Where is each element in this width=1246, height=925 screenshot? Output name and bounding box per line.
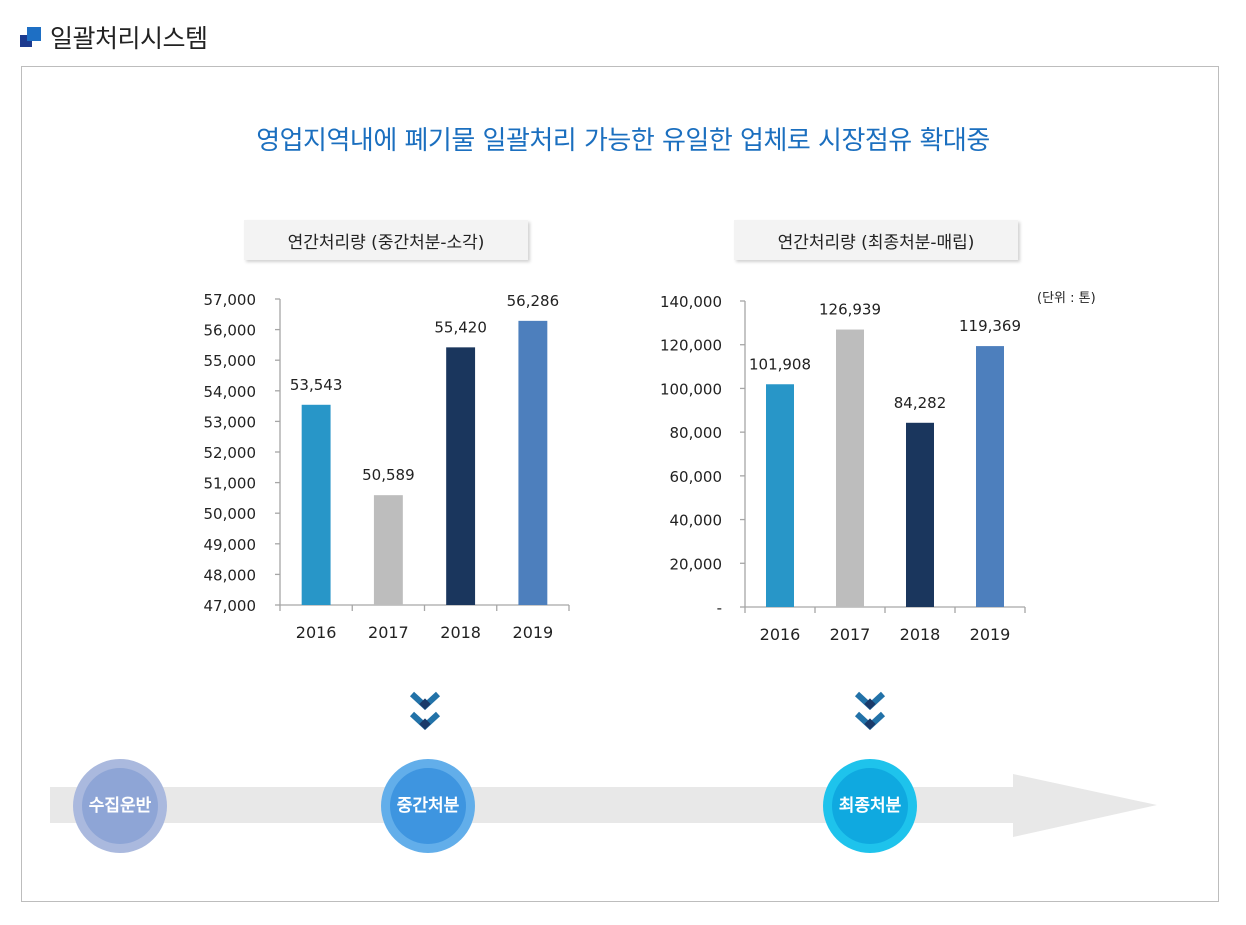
y-tick-label: 60,000 (670, 468, 723, 486)
bar-2016 (301, 404, 331, 605)
content-panel (21, 66, 1219, 902)
flow-stage-line1: 최종 (838, 796, 870, 816)
bar-2017 (373, 495, 403, 605)
x-tick-label: 2016 (760, 625, 801, 644)
flow-stage-line1: 중간 (396, 796, 428, 816)
y-tick-label: 20,000 (670, 555, 723, 573)
flow-stage: 최종 처분 (823, 759, 917, 853)
y-tick-label: 55,000 (204, 352, 257, 370)
data-label: 55,420 (434, 318, 487, 336)
chevron-down-icon (854, 691, 886, 731)
y-tick-label: 80,000 (670, 424, 723, 442)
x-tick-label: 2017 (368, 623, 409, 642)
y-tick-label: 100,000 (660, 380, 722, 398)
chart-title-landfill: 연간처리량 (최종처분-매립) (734, 220, 1018, 260)
flow-stage-label: 최종 처분 (832, 768, 908, 844)
x-tick-label: 2017 (830, 625, 871, 644)
unit-label: (단위 : 톤) (1037, 291, 1096, 306)
y-tick-label: 47,000 (204, 597, 257, 615)
data-label: 126,939 (819, 301, 881, 319)
y-tick-label: 53,000 (204, 413, 257, 431)
flow-stage: 수집 운반 (73, 759, 167, 853)
bar-2019 (976, 346, 1004, 607)
y-tick-label: 140,000 (660, 293, 722, 311)
page-title: 일괄처리시스템 (20, 20, 208, 54)
chart-title-landfill-text: 연간처리량 (최종처분-매립) (777, 232, 975, 253)
y-tick-label: 54,000 (204, 383, 257, 401)
bar-2017 (836, 329, 864, 607)
y-tick-label: 49,000 (204, 536, 257, 554)
data-label: 53,543 (290, 376, 343, 394)
flow-stage-label: 수집 운반 (82, 768, 158, 844)
data-label: 56,286 (507, 292, 560, 310)
page-title-text: 일괄처리시스템 (50, 24, 208, 53)
flow-stage-line2: 운반 (120, 796, 152, 816)
data-label: 101,908 (749, 355, 811, 373)
y-tick-label: 48,000 (204, 566, 257, 584)
y-tick-label: 120,000 (660, 337, 722, 355)
flow-stage-line1: 수집 (88, 796, 120, 816)
chevron-down-icon (409, 691, 441, 731)
flow-stage-label: 중간 처분 (390, 768, 466, 844)
data-label: 119,369 (959, 317, 1021, 335)
y-tick-label: 57,000 (204, 291, 257, 309)
chart-title-incineration-text: 연간처리량 (중간처분-소각) (287, 232, 485, 253)
flow-arrow-head (1013, 774, 1157, 837)
bar-2019 (518, 320, 548, 605)
y-tick-label: 56,000 (204, 322, 257, 340)
flow-stage: 중간 처분 (381, 759, 475, 853)
y-tick-label: 51,000 (204, 475, 257, 493)
x-tick-label: 2019 (970, 625, 1011, 644)
data-label: 84,282 (894, 394, 947, 412)
chart-title-incineration: 연간처리량 (중간처분-소각) (244, 220, 528, 260)
y-tick-label: 40,000 (670, 512, 723, 530)
x-tick-label: 2016 (296, 623, 337, 642)
y-tick-label: 52,000 (204, 444, 257, 462)
logo-squares-icon (20, 25, 44, 49)
flow-stage-line2: 처분 (870, 796, 902, 816)
bar-2018 (446, 347, 476, 605)
y-tick-label: 50,000 (204, 505, 257, 523)
headline: 영업지역내에 폐기물 일괄처리 가능한 유일한 업체로 시장점유 확대중 (256, 126, 990, 156)
x-tick-label: 2018 (440, 623, 481, 642)
y-tick-label: - (717, 599, 722, 617)
data-label: 50,589 (362, 466, 415, 484)
x-tick-label: 2018 (900, 625, 941, 644)
x-tick-label: 2019 (513, 623, 554, 642)
bar-2018 (906, 422, 934, 607)
bar-2016 (766, 384, 794, 607)
flow-stage-line2: 처분 (428, 796, 460, 816)
